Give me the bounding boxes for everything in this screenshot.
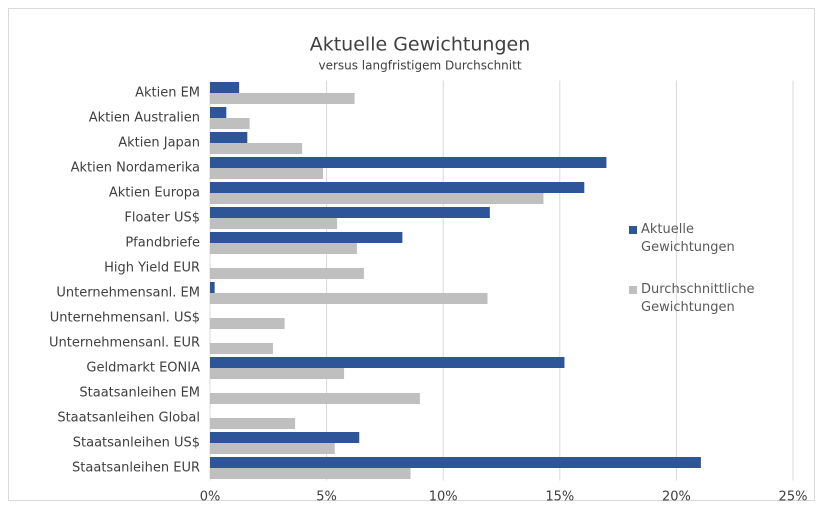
chart-border [8,8,815,501]
legend-swatch [629,286,637,294]
bar [210,418,296,429]
x-tick-label: 15% [545,490,574,505]
bar [210,432,360,443]
bar [210,157,607,168]
bar [210,232,403,243]
y-tick-label: Aktien Japan [118,136,200,151]
y-tick-label: Aktien Nordamerika [71,161,200,176]
y-tick-label: Aktien Europa [109,186,200,201]
bar [210,143,303,154]
bar [210,393,420,404]
y-tick-label: Geldmarkt EONIA [86,361,200,376]
bar [210,293,488,304]
y-tick-label: Staatsanleihen EM [79,386,200,401]
bar [210,268,364,279]
bar [210,368,345,379]
y-tick-label: Unternehmensanl. EUR [49,336,200,351]
y-tick-label: Unternehmensanl. US$ [50,311,200,326]
chart-subtitle: versus langfristigem Durchschnitt [318,59,521,73]
y-tick-label: Staatsanleihen EUR [72,461,200,476]
bar [210,107,227,118]
bar [210,357,565,368]
bar [210,207,490,218]
bar [210,82,240,93]
bar [210,193,544,204]
x-tick-label: 5% [316,490,337,505]
bar [210,443,335,454]
bar [210,132,248,143]
y-tick-label: Pfandbriefe [125,236,200,251]
x-tick-label: 20% [662,490,691,505]
bar [210,243,357,254]
y-tick-label: Unternehmensanl. EM [56,286,200,301]
y-tick-label: Staatsanleihen Global [57,411,200,426]
y-tick-label: Aktien Australien [89,111,200,126]
y-tick-label: Floater US$ [124,211,200,226]
bar [210,182,585,193]
bar [210,218,338,229]
y-tick-label: Aktien EM [135,86,200,101]
bar [210,93,355,104]
bar [210,118,250,129]
bar [210,457,701,468]
chart-title: Aktuelle Gewichtungen [310,34,531,56]
bar [210,282,215,293]
bar [210,468,411,479]
x-tick-label: 25% [779,490,808,505]
legend-label: Durchschnittliche Gewichtungen [641,282,755,315]
y-tick-label: Staatsanleihen US$ [73,436,200,451]
bar [210,318,285,329]
y-tick-label: High Yield EUR [104,261,200,276]
x-tick-label: 0% [200,490,221,505]
legend-swatch [629,226,637,234]
bar [210,168,324,179]
bar [210,343,273,354]
legend-label: Aktuelle Gewichtungen [641,222,735,255]
x-tick-label: 10% [429,490,458,505]
